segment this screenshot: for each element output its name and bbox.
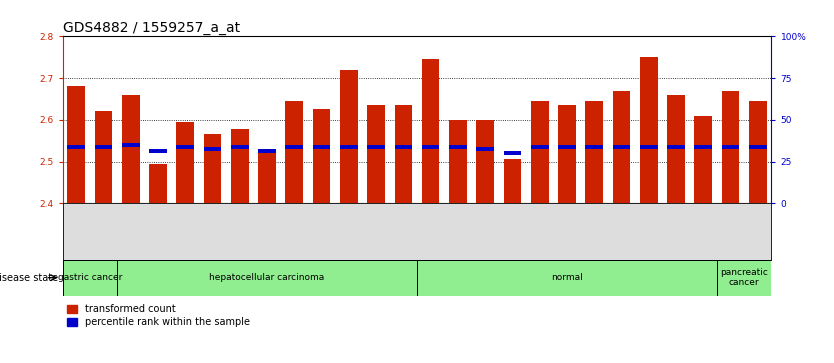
Text: gastric cancer: gastric cancer — [58, 273, 122, 282]
Bar — [203, 134, 221, 203]
Bar — [340, 70, 358, 203]
Bar — [63, 260, 117, 296]
Bar — [721, 145, 740, 149]
Bar — [122, 143, 139, 147]
Bar — [176, 122, 194, 203]
Bar — [530, 101, 549, 203]
Bar — [504, 159, 521, 203]
Bar — [203, 147, 221, 151]
Bar — [94, 145, 113, 149]
Bar — [695, 115, 712, 203]
Bar — [149, 149, 167, 153]
Legend: transformed count, percentile rank within the sample: transformed count, percentile rank withi… — [68, 304, 250, 327]
Bar — [695, 145, 712, 149]
Bar — [394, 145, 412, 149]
Bar — [394, 105, 412, 203]
Bar — [367, 145, 385, 149]
Bar — [613, 90, 631, 203]
Bar — [558, 145, 575, 149]
Bar — [585, 101, 603, 203]
Bar — [476, 147, 494, 151]
Bar — [367, 105, 385, 203]
Text: GDS4882 / 1559257_a_at: GDS4882 / 1559257_a_at — [63, 21, 239, 35]
Bar — [749, 145, 766, 149]
Bar — [640, 57, 658, 203]
Bar — [476, 120, 494, 203]
Bar — [417, 260, 717, 296]
Bar — [231, 145, 249, 149]
Bar — [449, 145, 467, 149]
Bar — [504, 151, 521, 155]
Bar — [285, 145, 304, 149]
Bar — [259, 151, 276, 203]
Bar — [530, 145, 549, 149]
Bar — [585, 145, 603, 149]
Bar — [717, 260, 771, 296]
Bar — [285, 101, 304, 203]
Text: normal: normal — [551, 273, 583, 282]
Bar — [313, 109, 330, 203]
Text: hepatocellular carcinoma: hepatocellular carcinoma — [209, 273, 324, 282]
Bar — [149, 164, 167, 203]
Bar — [613, 145, 631, 149]
Text: pancreatic
cancer: pancreatic cancer — [721, 268, 768, 287]
Bar — [94, 111, 113, 203]
Bar — [667, 145, 685, 149]
Bar — [176, 145, 194, 149]
Bar — [422, 145, 440, 149]
Bar — [117, 260, 417, 296]
Bar — [259, 149, 276, 153]
Bar — [313, 145, 330, 149]
Bar — [640, 145, 658, 149]
Bar — [68, 86, 85, 203]
Bar — [231, 129, 249, 203]
Bar — [558, 105, 575, 203]
Bar — [449, 120, 467, 203]
Bar — [667, 95, 685, 203]
Bar — [721, 90, 740, 203]
Bar — [422, 59, 440, 203]
Bar — [122, 95, 139, 203]
Bar — [340, 145, 358, 149]
Bar — [749, 101, 766, 203]
Text: disease state: disease state — [0, 273, 58, 283]
Bar — [68, 145, 85, 149]
